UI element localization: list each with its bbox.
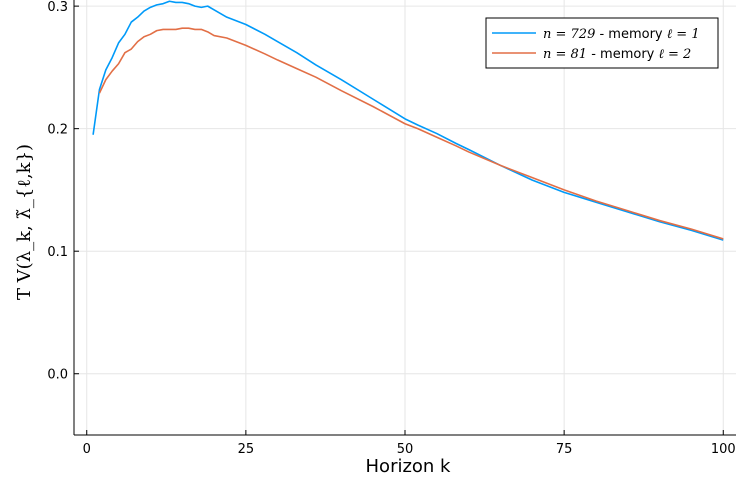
legend: n = 729 - memory ℓ = 1 n = 81 - memory ℓ… [485,17,719,69]
x-axis-label: Horizon k [366,456,452,477]
x-tick-label: 25 [238,442,255,457]
legend-box [485,17,719,69]
y-tick-label: 0.1 [47,245,68,260]
series-line-2 [98,27,724,240]
x-tick-label: 100 [711,442,736,457]
series-lines [92,0,724,241]
tick-labels: 0 25 50 75 100 0.0 0.1 0.2 0.3 [47,0,735,457]
axes-frame [73,0,736,436]
y-tick-label: 0.3 [47,0,68,15]
legend-entry-series-2: n = 81 - memory ℓ = 2 [543,47,691,62]
x-tick-label: 50 [397,442,414,457]
x-tick-label: 75 [556,442,573,457]
x-tick-label: 0 [83,442,91,457]
y-axis-label: T V(λ_k, λ̃_{ℓ,k}) [14,144,35,300]
y-tick-label: 0.0 [47,368,68,383]
y-tick-label: 0.2 [47,123,68,138]
svg-text:T V(λ_k, λ̃_{ℓ,k}): T V(λ_k, λ̃_{ℓ,k}) [14,144,35,300]
grid [74,0,736,435]
legend-entry-series-1: n = 729 - memory ℓ = 1 [543,27,700,42]
